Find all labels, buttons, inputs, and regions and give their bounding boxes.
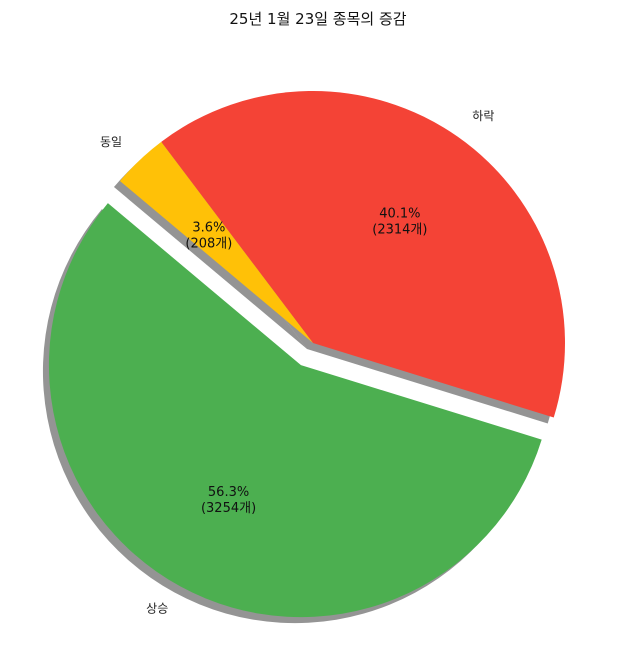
slice-labels: 상승 56.3%(3254개) 하락 40.1%(2314개) 동일 3.6%(208개) xyxy=(100,109,494,615)
slice-category-label: 상승 xyxy=(146,602,168,616)
pie-slice-3 xyxy=(119,141,313,343)
slice-percent-label: 40.1% xyxy=(379,206,420,221)
pie-slice-2 xyxy=(161,91,565,418)
slice-percent-label: 56.3% xyxy=(208,485,249,500)
slice-count-label: (3254개) xyxy=(201,501,256,516)
slice-percent-label: 3.6% xyxy=(192,220,225,235)
chart-title: 25년 1월 23일 종목의 증감 xyxy=(229,10,406,28)
pie-slice-1 xyxy=(48,203,542,618)
slice-count-label: (208개) xyxy=(185,236,232,251)
slice-category-label: 하락 xyxy=(472,109,494,123)
slice-count-label: (2314개) xyxy=(372,222,427,237)
slices xyxy=(48,91,565,618)
slice-category-label: 동일 xyxy=(100,135,122,149)
